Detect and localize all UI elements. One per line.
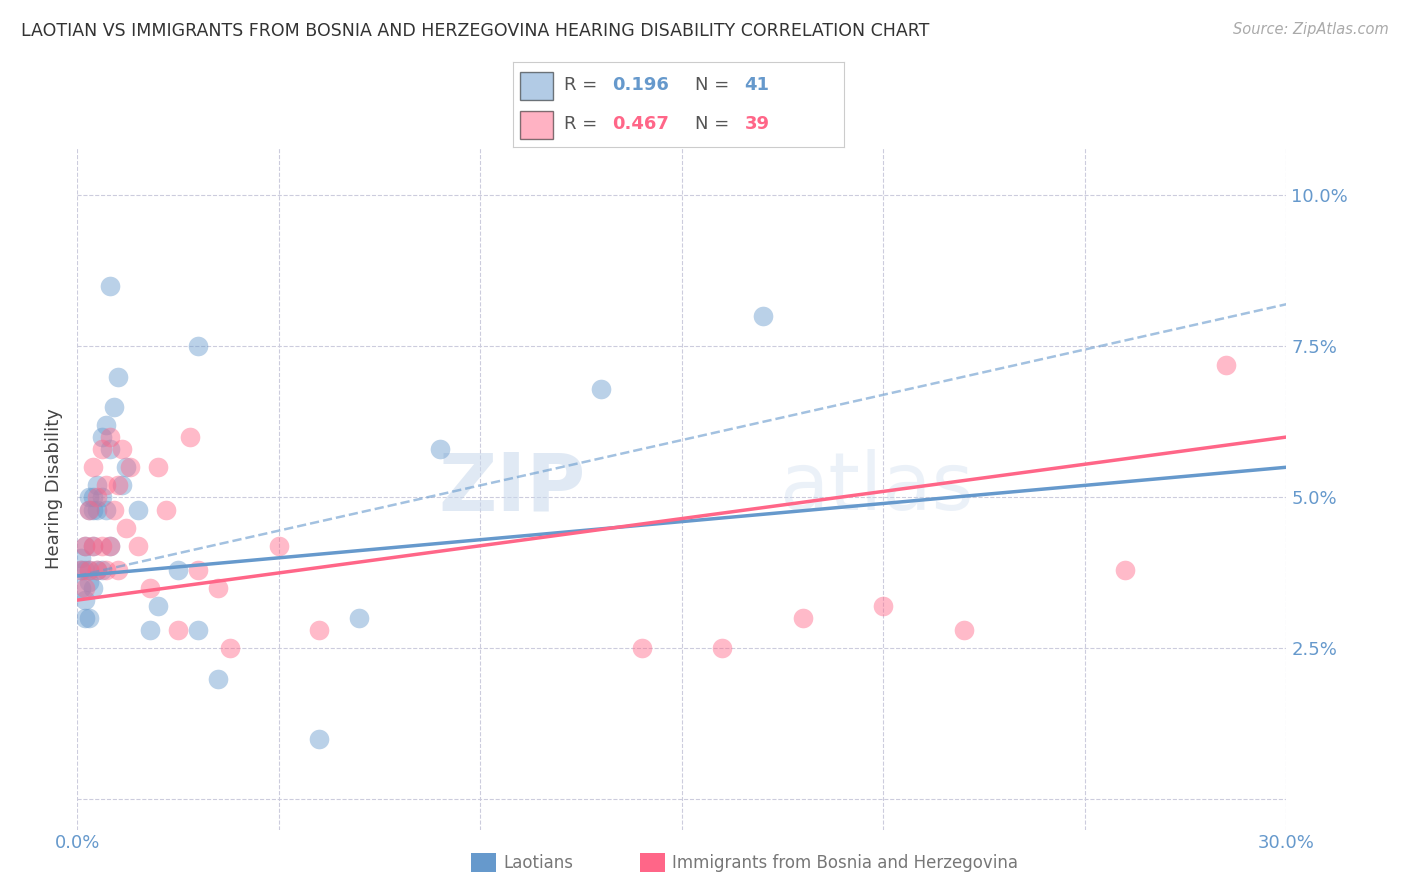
Point	[187, 563, 209, 577]
Point	[75, 539, 97, 553]
Point	[139, 581, 162, 595]
Point	[82, 581, 104, 595]
Text: 0.467: 0.467	[613, 115, 669, 133]
Point	[107, 478, 129, 492]
Point	[75, 611, 97, 625]
Point	[107, 369, 129, 384]
Text: 0.196: 0.196	[613, 77, 669, 95]
Y-axis label: Hearing Disability: Hearing Disability	[45, 408, 63, 569]
Point	[219, 641, 242, 656]
Point	[429, 442, 451, 456]
Point	[75, 539, 97, 553]
Point	[103, 502, 125, 516]
Point	[127, 502, 149, 516]
Point	[792, 611, 814, 625]
Point	[86, 478, 108, 492]
Point	[114, 521, 136, 535]
Point	[308, 624, 330, 638]
Text: R =: R =	[564, 115, 598, 133]
Point	[70, 550, 93, 565]
Point	[70, 581, 93, 595]
Point	[187, 624, 209, 638]
Text: 39: 39	[745, 115, 769, 133]
Text: atlas: atlas	[779, 450, 973, 527]
Point	[111, 442, 134, 456]
Point	[1114, 563, 1136, 577]
Point	[82, 539, 104, 553]
FancyBboxPatch shape	[520, 71, 553, 100]
Point	[82, 491, 104, 505]
Point	[79, 611, 101, 625]
Point	[79, 502, 101, 516]
Point	[308, 731, 330, 746]
Point	[146, 599, 169, 614]
Point	[79, 574, 101, 589]
Point	[75, 581, 97, 595]
Point	[86, 563, 108, 577]
Point	[82, 460, 104, 475]
Point	[207, 581, 229, 595]
Point	[118, 460, 141, 475]
Point	[127, 539, 149, 553]
Point	[167, 624, 190, 638]
Point	[167, 563, 190, 577]
Point	[79, 563, 101, 577]
Point	[267, 539, 290, 553]
Point	[90, 491, 112, 505]
Point	[79, 563, 101, 577]
Point	[79, 491, 101, 505]
Point	[98, 539, 121, 553]
Point	[90, 563, 112, 577]
Text: Immigrants from Bosnia and Herzegovina: Immigrants from Bosnia and Herzegovina	[672, 854, 1018, 871]
Point	[79, 502, 101, 516]
Point	[70, 563, 93, 577]
Point	[86, 563, 108, 577]
Point	[1215, 358, 1237, 372]
Point	[90, 430, 112, 444]
Point	[155, 502, 177, 516]
Point	[82, 502, 104, 516]
Point	[630, 641, 652, 656]
Point	[90, 442, 112, 456]
Point	[86, 491, 108, 505]
Point	[94, 563, 117, 577]
Point	[107, 563, 129, 577]
Point	[86, 502, 108, 516]
FancyBboxPatch shape	[520, 111, 553, 139]
Point	[90, 539, 112, 553]
Text: R =: R =	[564, 77, 598, 95]
Text: LAOTIAN VS IMMIGRANTS FROM BOSNIA AND HERZEGOVINA HEARING DISABILITY CORRELATION: LAOTIAN VS IMMIGRANTS FROM BOSNIA AND HE…	[21, 22, 929, 40]
Point	[75, 593, 97, 607]
Text: N =: N =	[695, 115, 730, 133]
Point	[82, 539, 104, 553]
Text: Source: ZipAtlas.com: Source: ZipAtlas.com	[1233, 22, 1389, 37]
Text: Laotians: Laotians	[503, 854, 574, 871]
Point	[872, 599, 894, 614]
Point	[207, 672, 229, 686]
Point	[70, 563, 93, 577]
Point	[751, 310, 773, 324]
Point	[94, 502, 117, 516]
Point	[114, 460, 136, 475]
Point	[953, 624, 976, 638]
Point	[103, 400, 125, 414]
Point	[94, 478, 117, 492]
Point	[75, 563, 97, 577]
Point	[591, 382, 613, 396]
Text: N =: N =	[695, 77, 730, 95]
Point	[349, 611, 371, 625]
Point	[179, 430, 201, 444]
Point	[98, 442, 121, 456]
Point	[111, 478, 134, 492]
Point	[146, 460, 169, 475]
Point	[94, 417, 117, 432]
Point	[98, 539, 121, 553]
Point	[98, 430, 121, 444]
Point	[711, 641, 734, 656]
Point	[98, 279, 121, 293]
Text: 41: 41	[745, 77, 769, 95]
Text: ZIP: ZIP	[437, 450, 585, 527]
Point	[139, 624, 162, 638]
Point	[187, 339, 209, 353]
